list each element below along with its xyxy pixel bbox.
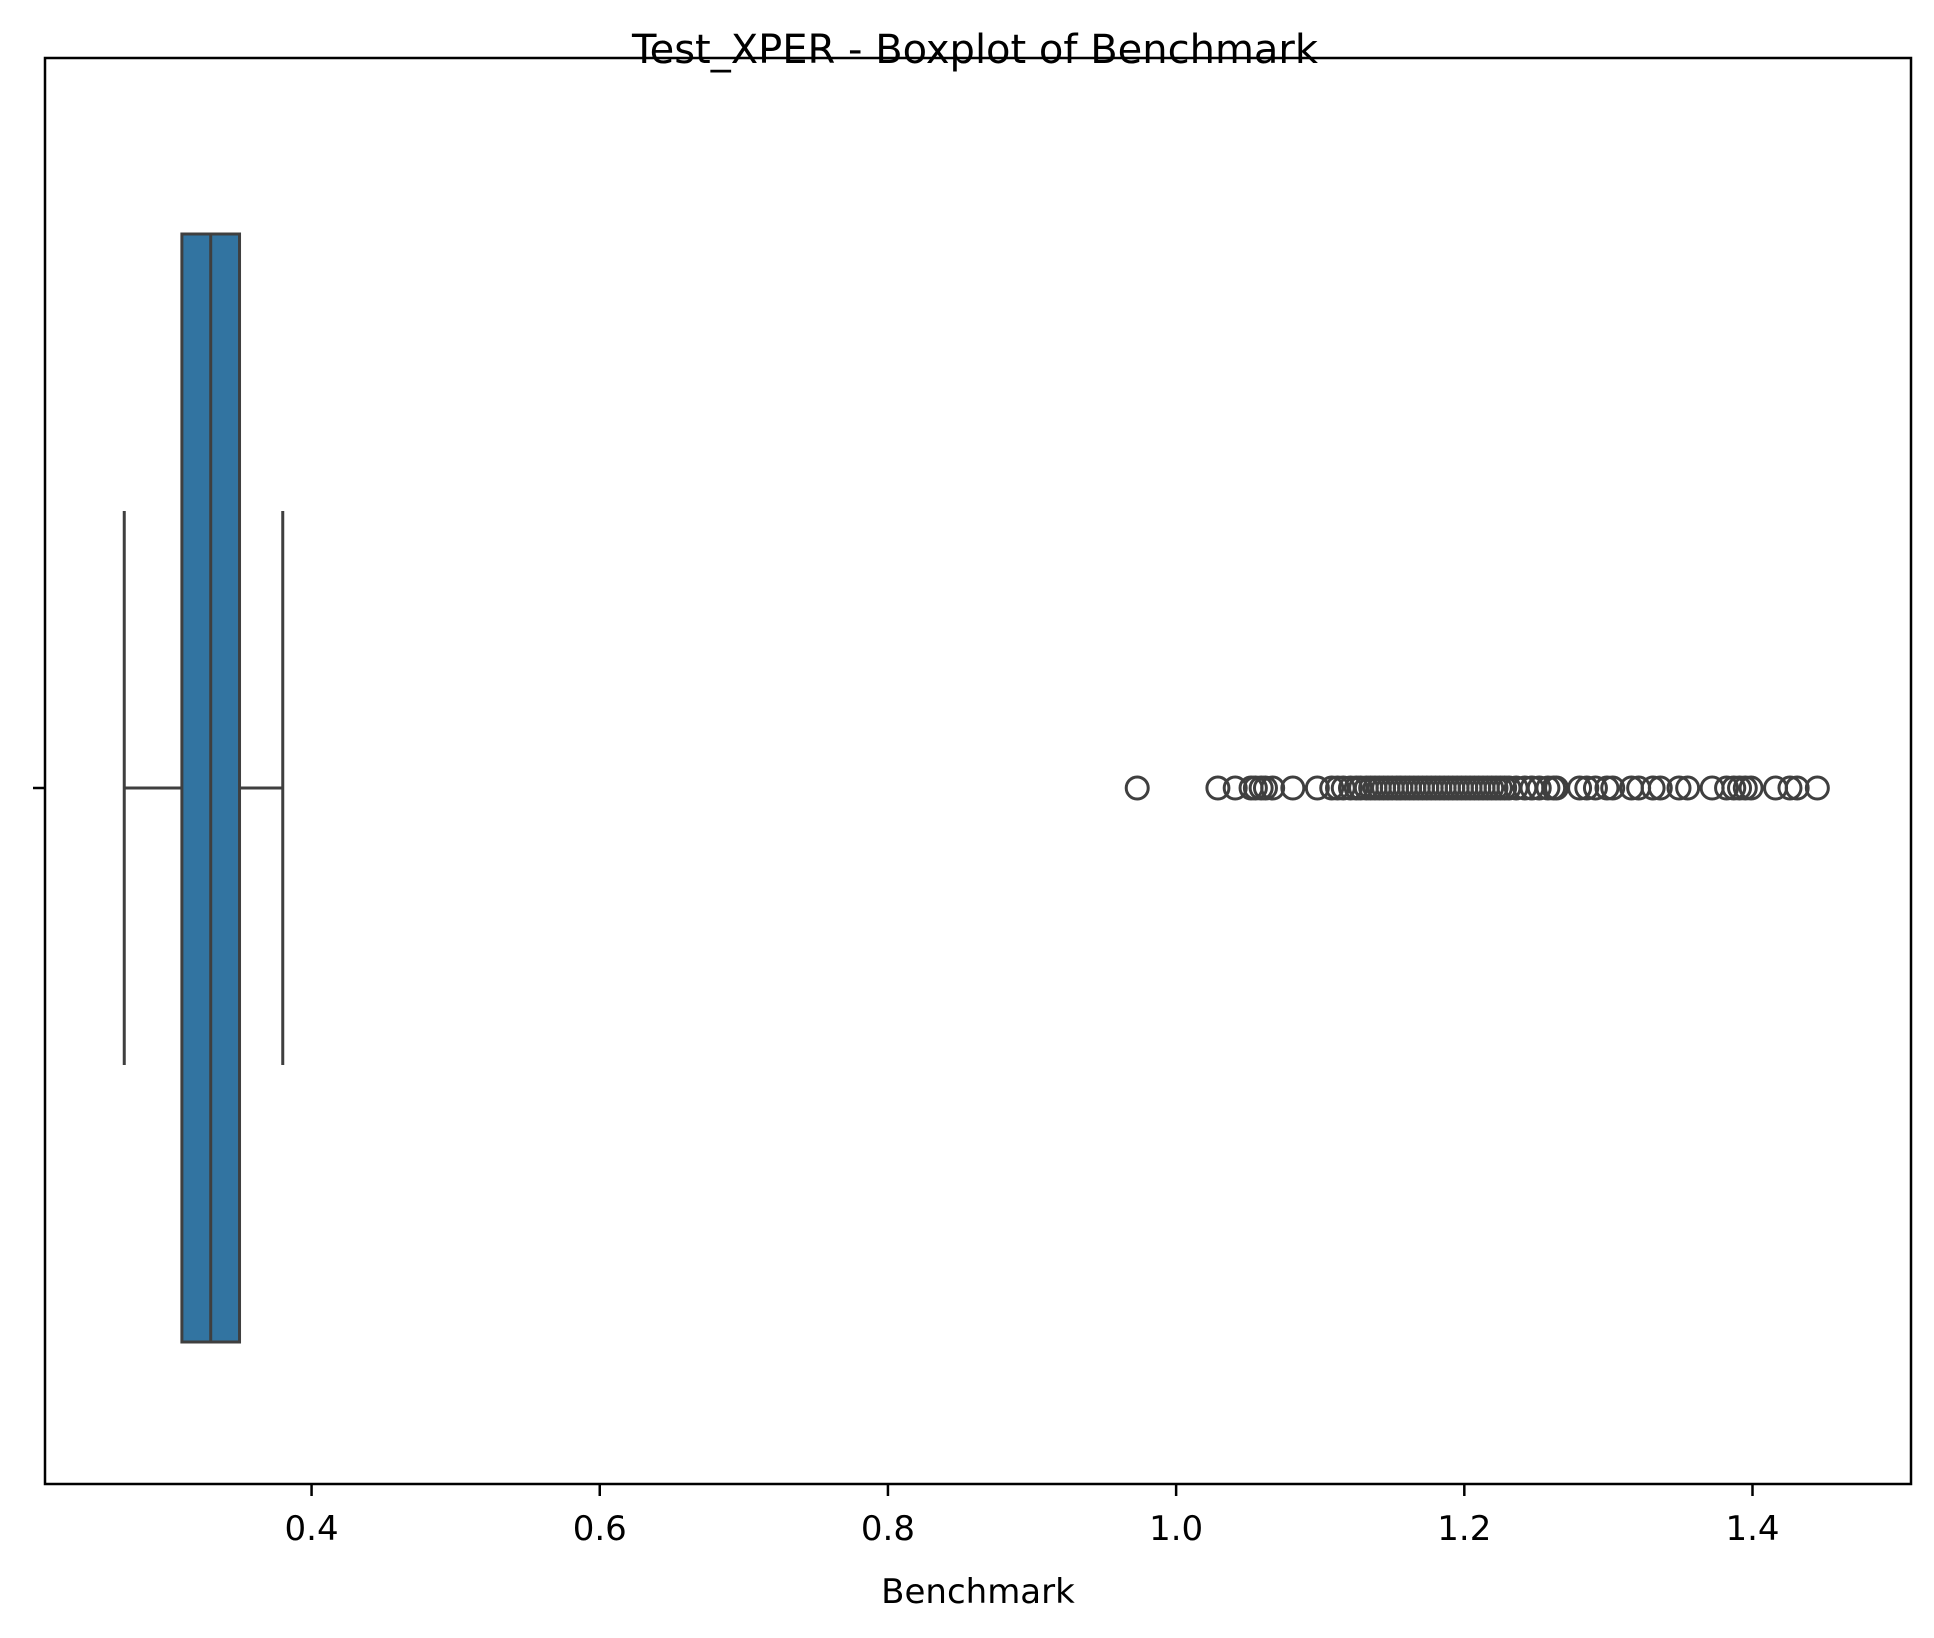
plot-frame bbox=[43, 56, 1913, 1486]
outlier-point bbox=[1784, 775, 1810, 801]
outlier-point bbox=[1714, 775, 1740, 801]
x-tick-label: 1.4 bbox=[1725, 1509, 1779, 1549]
plot-area bbox=[122, 232, 1830, 1344]
outlier-point bbox=[1777, 775, 1803, 801]
outlier-point bbox=[1666, 775, 1692, 801]
outlier-point bbox=[1205, 775, 1231, 801]
outlier-point bbox=[1640, 775, 1666, 801]
outlier-point bbox=[1574, 775, 1600, 801]
chart-title: Test_XPER - Boxplot of Benchmark bbox=[631, 27, 1319, 73]
outlier-point bbox=[1124, 775, 1150, 801]
x-tick-label: 0.6 bbox=[573, 1509, 627, 1549]
outlier-point bbox=[1675, 775, 1701, 801]
x-tick-label: 0.8 bbox=[861, 1509, 915, 1549]
outlier-point bbox=[1280, 775, 1306, 801]
x-axis: 0.4 0.6 0.8 1.0 1.2 1.4 bbox=[33, 786, 1780, 1549]
outlier-point bbox=[1567, 775, 1593, 801]
outlier-point bbox=[1804, 775, 1830, 801]
x-tick-label: 1.0 bbox=[1149, 1509, 1203, 1549]
outlier-point bbox=[1647, 775, 1673, 801]
outlier-point bbox=[1304, 775, 1330, 801]
outlier-point bbox=[1526, 775, 1552, 801]
x-axis-label: Benchmark bbox=[881, 1572, 1075, 1612]
outlier-point bbox=[1738, 775, 1764, 801]
outlier-point bbox=[1600, 775, 1626, 801]
outlier-point bbox=[1252, 775, 1278, 801]
outlier-point bbox=[1260, 775, 1286, 801]
outlier-point bbox=[1222, 775, 1248, 801]
outlier-point bbox=[1582, 775, 1608, 801]
x-tick-label: 0.4 bbox=[285, 1509, 339, 1549]
x-tick-label: 1.2 bbox=[1437, 1509, 1491, 1549]
